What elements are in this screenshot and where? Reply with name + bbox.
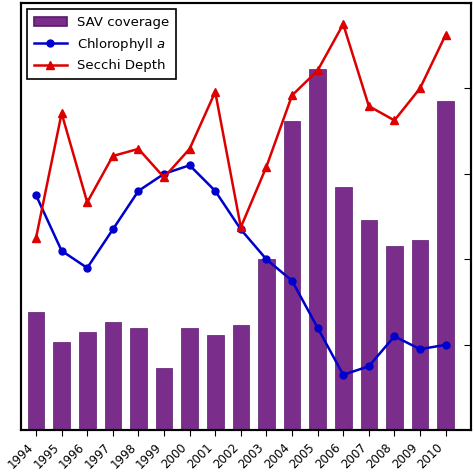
Bar	[181, 328, 198, 430]
Bar	[335, 187, 352, 430]
Bar	[155, 368, 173, 430]
Bar	[104, 322, 121, 430]
Bar	[258, 259, 275, 430]
Bar	[130, 328, 147, 430]
Bar	[412, 240, 428, 430]
Bar	[207, 335, 224, 430]
Bar	[438, 101, 454, 430]
Bar	[310, 69, 326, 430]
Bar	[53, 342, 70, 430]
Bar	[79, 332, 96, 430]
Bar	[233, 325, 249, 430]
Bar	[27, 312, 45, 430]
Bar	[386, 246, 403, 430]
Legend: SAV coverage, Chlorophyll $a$, Secchi Depth: SAV coverage, Chlorophyll $a$, Secchi De…	[27, 9, 176, 79]
Bar	[284, 121, 301, 430]
Bar	[361, 220, 377, 430]
